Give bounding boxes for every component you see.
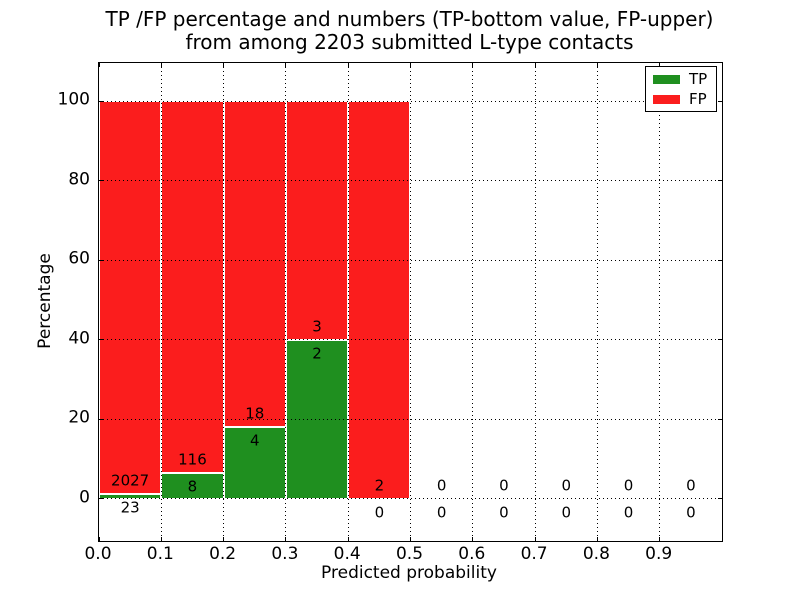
tp-count-label: 23 [120, 498, 140, 517]
x-tick-label: 0.1 [146, 544, 174, 564]
bar-fp [161, 101, 224, 474]
fp-count-label: 18 [245, 404, 265, 423]
x-tick-bottom [659, 537, 661, 541]
x-tick-top [659, 63, 661, 67]
tp-count-label: 0 [623, 503, 634, 522]
y-tick-left [99, 180, 103, 182]
gridline-x-0.1 [160, 63, 162, 541]
chart-title: TP /FP percentage and numbers (TP-bottom… [105, 7, 714, 31]
y-tick-label: 40 [68, 328, 90, 349]
y-tick-right [718, 418, 722, 420]
x-axis-label: Predicted probability [321, 563, 497, 583]
x-tick-bottom [160, 537, 162, 541]
y-tick-left [99, 100, 103, 102]
gridline-x-0.2 [223, 63, 225, 541]
fp-count-label: 3 [312, 317, 322, 336]
tp-count-label: 2 [312, 344, 322, 363]
bar-fp [285, 101, 349, 340]
x-tick-bottom [223, 537, 225, 541]
fp-count-label: 0 [561, 476, 572, 495]
y-tick-right [718, 498, 722, 500]
y-tick-label: 80 [68, 169, 90, 190]
x-tick-label: 0.8 [582, 544, 610, 564]
x-tick-top [285, 63, 287, 67]
y-tick-left [99, 418, 103, 420]
tp-count-label: 0 [436, 503, 447, 522]
bar-fp [99, 101, 162, 495]
y-tick-right [718, 339, 722, 341]
y-tick-label: 100 [57, 89, 90, 110]
legend-row-tp: TP [653, 71, 716, 87]
x-tick-top [472, 63, 474, 67]
fp-count-label: 0 [686, 476, 696, 495]
chart-title-block: TP /FP percentage and numbers (TP-bottom… [98, 8, 721, 54]
x-tick-bottom [410, 537, 411, 541]
bar-fp [348, 101, 411, 499]
fp-legend-label: FP [689, 90, 707, 108]
gridline-x-0.6 [472, 63, 474, 541]
plot-inner: 2027 23 116 8 18 4 3 2 2 0 0 0 0 0 0 0 0 0 0 0 [98, 63, 722, 541]
x-tick-top [160, 63, 162, 67]
tp-count-label: 0 [561, 503, 572, 522]
gridline-x-0.4 [347, 63, 349, 541]
x-tick-label: 0.6 [458, 544, 486, 564]
x-tick-bottom [98, 537, 100, 541]
y-tick-right [718, 180, 722, 182]
x-tick-top [534, 63, 536, 67]
bar-tp [161, 473, 224, 499]
y-tick-label: 20 [68, 407, 90, 428]
bar-tp [223, 426, 286, 499]
x-tick-label: 0.0 [84, 544, 112, 564]
x-tick-label: 0.4 [333, 544, 361, 564]
x-tick-label: 0.2 [209, 544, 237, 564]
x-tick-top [410, 63, 411, 67]
tp-count-label: 0 [686, 503, 696, 522]
y-tick-left [99, 259, 103, 261]
y-tick-right [718, 100, 722, 102]
x-tick-top [347, 63, 349, 67]
gridline-x-0.3 [285, 63, 287, 541]
x-tick-top [223, 63, 225, 67]
fp-count-label: 116 [178, 450, 207, 469]
legend: TP FP [645, 66, 717, 112]
tp-count-label: 8 [187, 477, 198, 496]
x-tick-bottom [596, 537, 598, 541]
fp-count-label: 0 [499, 476, 509, 495]
fp-count-label: 0 [623, 476, 634, 495]
x-tick-label: 0.9 [645, 544, 673, 564]
tp-count-label: 0 [499, 503, 509, 522]
fp-legend-swatch-icon [653, 94, 680, 104]
x-tick-bottom [285, 537, 287, 541]
x-tick-label: 0.5 [395, 544, 424, 564]
y-tick-left [99, 339, 103, 341]
y-tick-right [718, 259, 722, 261]
chart-subtitle: from among 2203 submitted L-type contact… [185, 30, 634, 54]
bar-tp [99, 494, 162, 499]
x-tick-bottom [347, 537, 349, 541]
bar-fp [223, 101, 286, 427]
x-tick-top [596, 63, 598, 67]
y-tick-left [99, 498, 103, 500]
gridline-x-0.8 [596, 63, 598, 541]
gridline-x-0.5 [410, 63, 411, 541]
x-tick-bottom [534, 537, 536, 541]
tp-legend-swatch-icon [653, 74, 680, 84]
gridline-x-0.7 [534, 63, 536, 541]
x-tick-label: 0.3 [271, 544, 299, 564]
fp-count-label: 2 [374, 476, 385, 495]
tp-count-label: 4 [249, 431, 260, 450]
fp-count-label: 2027 [111, 471, 150, 490]
tp-legend-label: TP [689, 70, 708, 88]
plot-area: 2027 23 116 8 18 4 3 2 2 0 0 0 0 0 0 0 0 0 0 0 [98, 62, 723, 542]
y-tick-label: 60 [68, 248, 90, 269]
fp-count-label: 0 [436, 476, 447, 495]
x-tick-bottom [472, 537, 474, 541]
x-tick-top [98, 63, 100, 67]
gridline-x-0.9 [659, 63, 661, 541]
legend-row-fp: FP [653, 91, 716, 107]
x-tick-label: 0.7 [520, 544, 548, 564]
y-tick-label: 0 [79, 487, 90, 508]
tp-count-label: 0 [374, 503, 385, 522]
